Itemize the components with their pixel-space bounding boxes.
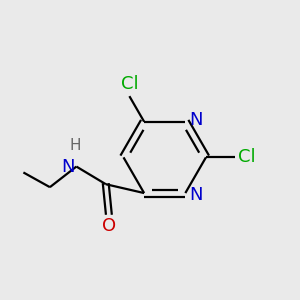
Text: Cl: Cl — [121, 75, 138, 93]
Text: N: N — [189, 111, 203, 129]
Text: N: N — [189, 185, 203, 203]
Text: H: H — [69, 138, 81, 153]
Text: Cl: Cl — [238, 148, 256, 166]
Text: O: O — [102, 217, 116, 235]
Text: N: N — [61, 158, 75, 175]
